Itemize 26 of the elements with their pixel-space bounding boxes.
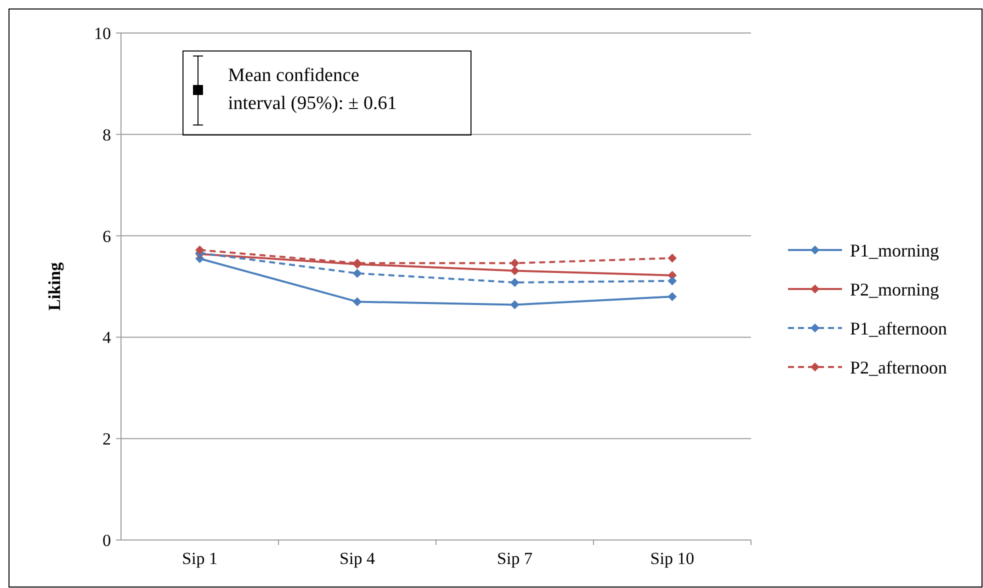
legend-label: P1_morning	[850, 240, 940, 260]
x-tick-label: Sip 7	[497, 549, 533, 568]
legend-label: P1_afternoon	[850, 318, 947, 338]
point	[668, 292, 677, 302]
y-tick-label: 10	[94, 24, 111, 43]
point	[668, 276, 677, 286]
point	[510, 266, 520, 276]
point	[352, 297, 362, 306]
x-tick-label: Sip 10	[650, 549, 694, 568]
y-tick-label: 8	[102, 125, 111, 144]
annotation: Mean confidence interval (95%): ± 0.61	[228, 65, 397, 114]
y-tick-label: 6	[102, 226, 111, 246]
y-tick-label: 2	[102, 430, 111, 449]
point	[195, 245, 204, 254]
x-tick-label: Sip 1	[182, 549, 218, 568]
legend-label: P2_afternoon	[850, 357, 947, 378]
point	[510, 258, 520, 268]
point	[510, 300, 520, 310]
point	[352, 268, 362, 278]
point	[510, 278, 520, 287]
y-tick-label: 0	[102, 530, 111, 550]
y-tick-label: 4	[102, 328, 112, 348]
point	[668, 254, 677, 263]
x-tick-label: Sip 4	[340, 549, 376, 568]
y-axis-title: Liking	[45, 262, 64, 311]
legend-label: P2_morning	[850, 279, 940, 300]
